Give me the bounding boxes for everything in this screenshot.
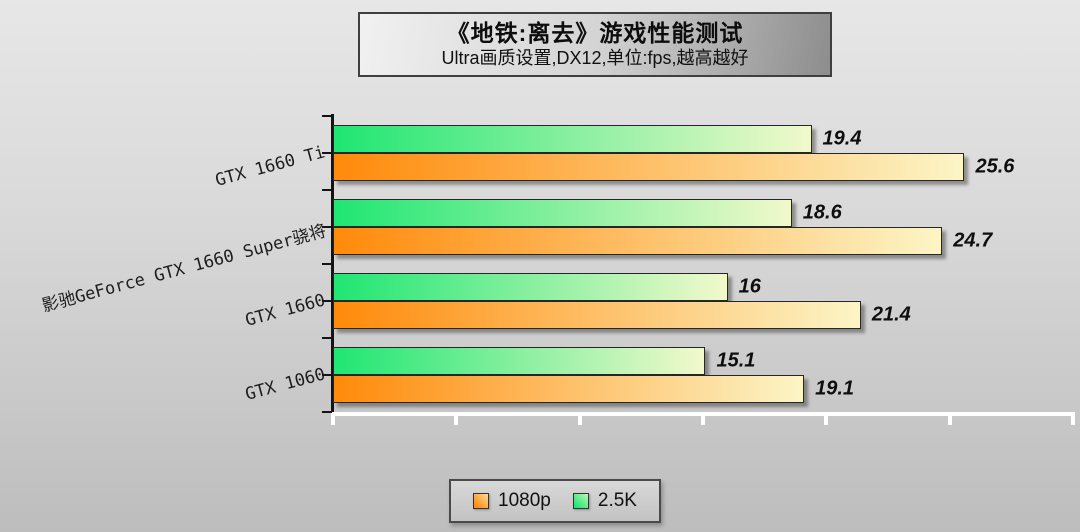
y-axis-tick: [322, 263, 332, 265]
legend-swatch-2.5K: [572, 493, 589, 509]
bar-1080p: [333, 301, 861, 329]
bar-1080p: [333, 375, 805, 403]
y-axis-tick: [322, 337, 332, 339]
y-axis-tick: [322, 226, 332, 228]
chart-title: 《地铁:离去》游戏性能测试: [446, 20, 744, 47]
legend-item: 2.5K: [572, 490, 637, 512]
x-axis-tick: [331, 415, 335, 425]
bar-1080p: [333, 227, 943, 255]
y-axis-tick: [322, 300, 332, 302]
x-axis-tick: [454, 415, 459, 425]
chart-subtitle: Ultra画质设置,DX12,单位:fps,越高越好: [441, 48, 749, 69]
y-axis-line: [331, 114, 334, 415]
bar-2.5K: [333, 273, 728, 301]
y-axis-tick: [322, 152, 332, 154]
x-axis-tick: [947, 415, 952, 425]
y-axis-tick: [322, 374, 332, 376]
plot-area: 19.4 25.6 18.6 24.7 16 21.4 15.1 19.1: [322, 114, 1075, 425]
bar-1080p: [333, 153, 965, 181]
bar-value-label: 25.6: [975, 155, 1015, 178]
x-axis-tick: [701, 415, 705, 425]
bar-2.5K: [333, 199, 792, 227]
x-axis-line: [331, 412, 1075, 416]
category-label: GTX 1060: [243, 364, 328, 405]
legend-label: 2.5K: [597, 490, 637, 511]
y-axis-tick: [322, 115, 332, 117]
x-axis-tick: [824, 415, 829, 425]
category-label: GTX 1660: [243, 290, 328, 331]
bar-value-label: 15.1: [716, 349, 756, 372]
bar-value-label: 18.6: [802, 201, 842, 224]
chart-title-box: 《地铁:离去》游戏性能测试 Ultra画质设置,DX12,单位:fps,越高越好: [358, 12, 832, 77]
bar-value-label: 24.7: [953, 229, 993, 252]
legend-label: 1080p: [498, 490, 551, 511]
bar-2.5K: [333, 347, 706, 375]
y-axis-tick: [322, 411, 332, 413]
bar-value-label: 21.4: [871, 303, 911, 326]
y-axis-tick: [322, 189, 332, 191]
legend-swatch-1080p: [473, 493, 490, 509]
bar-value-label: 19.1: [815, 377, 855, 400]
category-label: GTX 1660 Ti: [213, 142, 328, 191]
x-axis-tick: [1071, 415, 1075, 425]
bar-value-label: 16: [738, 275, 761, 298]
legend-item: 1080p: [473, 490, 551, 512]
legend-box: 1080p 2.5K: [449, 479, 661, 523]
bar-2.5K: [333, 125, 812, 153]
bar-value-label: 19.4: [822, 127, 862, 150]
x-axis-tick: [577, 415, 582, 425]
